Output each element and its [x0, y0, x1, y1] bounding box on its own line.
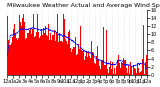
Text: Milwaukee Weather Actual and Average Wind Speed by Minute mph (Last 24 Hours): Milwaukee Weather Actual and Average Win…	[7, 3, 160, 8]
